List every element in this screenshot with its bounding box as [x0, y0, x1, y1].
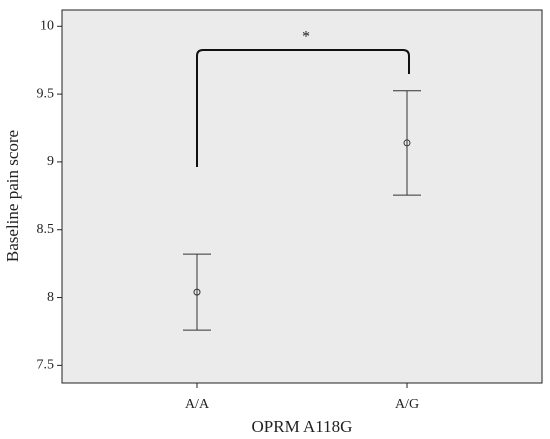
- y-tick-label: 8: [47, 290, 54, 305]
- x-tick-label: A/G: [395, 397, 419, 412]
- y-tick-label: 10: [40, 18, 54, 33]
- y-tick-label: 8.5: [37, 222, 55, 237]
- significance-bracket: [196, 49, 410, 167]
- x-tick-label: A/A: [185, 397, 210, 412]
- y-tick-label: 9.5: [37, 86, 55, 101]
- y-axis-title: Baseline pain score: [3, 130, 22, 262]
- significance-label: *: [302, 29, 310, 46]
- mean-point: [193, 288, 201, 296]
- x-axis-title: OPRM A118G: [252, 417, 353, 436]
- y-tick-label: 9: [47, 154, 54, 169]
- mean-point: [403, 139, 411, 147]
- plot-area: [61, 9, 543, 384]
- y-tick-label: 7.5: [37, 358, 55, 373]
